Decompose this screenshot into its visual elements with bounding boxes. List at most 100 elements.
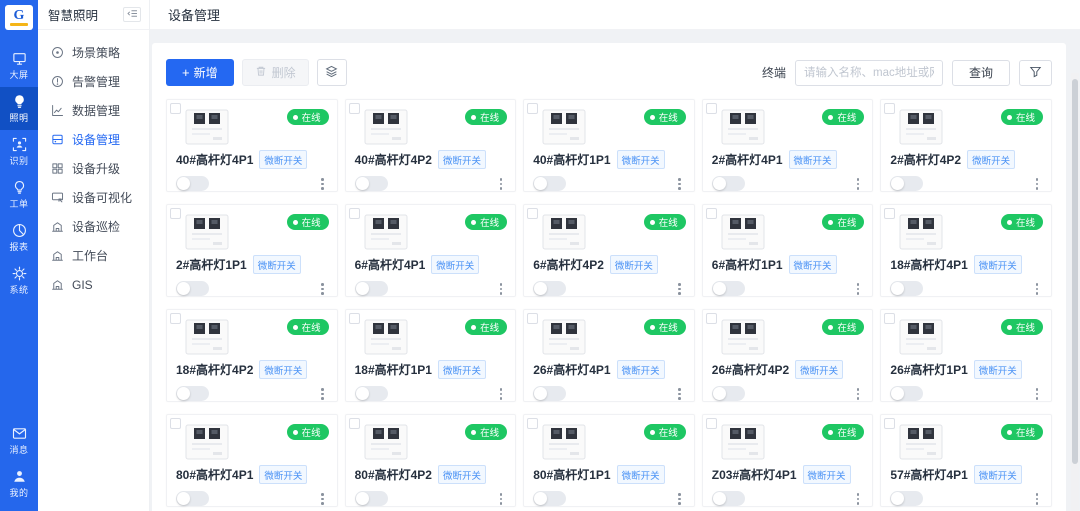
rail-item-消息[interactable]: 消息 xyxy=(0,419,38,462)
kebab-menu-icon[interactable] xyxy=(1032,281,1043,297)
kebab-menu-icon[interactable] xyxy=(1032,491,1043,507)
power-toggle[interactable] xyxy=(354,281,388,297)
card-checkbox[interactable] xyxy=(170,418,181,429)
card-checkbox[interactable] xyxy=(705,418,717,429)
card-checkbox[interactable] xyxy=(705,313,717,324)
rail-item-我的[interactable]: 我的 xyxy=(0,462,38,505)
card-checkbox[interactable] xyxy=(884,208,896,219)
device-type-tag[interactable]: 微断开关 xyxy=(252,255,301,274)
power-toggle[interactable] xyxy=(711,491,745,507)
kebab-menu-icon[interactable] xyxy=(1032,176,1043,192)
power-toggle[interactable] xyxy=(890,491,924,507)
card-checkbox[interactable] xyxy=(884,103,896,114)
card-checkbox[interactable] xyxy=(348,103,360,114)
rail-item-系统[interactable]: 系统 xyxy=(0,259,38,302)
kebab-menu-icon[interactable] xyxy=(853,491,864,507)
device-type-tag[interactable]: 微断开关 xyxy=(788,150,837,169)
sidebar-item-设备巡检[interactable]: 设备巡检 xyxy=(38,212,149,241)
kebab-menu-icon[interactable] xyxy=(674,176,685,192)
power-toggle[interactable] xyxy=(711,386,745,402)
device-type-tag[interactable]: 微断开关 xyxy=(259,465,308,484)
sidebar-item-数据管理[interactable]: 数据管理 xyxy=(38,96,149,125)
device-type-tag[interactable]: 微断开关 xyxy=(616,465,665,484)
collapse-sidebar-button[interactable] xyxy=(123,7,141,22)
card-checkbox[interactable] xyxy=(170,208,181,219)
rail-item-识别[interactable]: 识别 xyxy=(0,130,38,173)
sidebar-item-告警管理[interactable]: 告警管理 xyxy=(38,67,149,96)
card-checkbox[interactable] xyxy=(170,313,181,324)
device-type-tag[interactable]: 微断开关 xyxy=(973,255,1022,274)
kebab-menu-icon[interactable] xyxy=(317,386,328,402)
device-type-tag[interactable]: 微断开关 xyxy=(788,255,837,274)
kebab-menu-icon[interactable] xyxy=(496,491,507,507)
card-checkbox[interactable] xyxy=(527,103,539,114)
card-checkbox[interactable] xyxy=(884,313,896,324)
power-toggle[interactable] xyxy=(890,386,924,402)
kebab-menu-icon[interactable] xyxy=(853,386,864,402)
sidebar-item-GIS[interactable]: GIS xyxy=(38,270,149,299)
rail-item-工单[interactable]: 工单 xyxy=(0,173,38,216)
power-toggle[interactable] xyxy=(176,176,209,192)
device-type-tag[interactable]: 微断开关 xyxy=(259,360,308,379)
filter-button[interactable] xyxy=(1019,59,1052,86)
device-type-tag[interactable]: 微断开关 xyxy=(973,465,1022,484)
device-type-tag[interactable]: 微断开关 xyxy=(967,150,1016,169)
power-toggle[interactable] xyxy=(176,491,209,507)
device-type-tag[interactable]: 微断开关 xyxy=(259,150,308,169)
card-checkbox[interactable] xyxy=(170,103,181,114)
power-toggle[interactable] xyxy=(711,281,745,297)
sidebar-item-设备管理[interactable]: 设备管理 xyxy=(38,125,149,154)
power-toggle[interactable] xyxy=(533,491,567,507)
card-checkbox[interactable] xyxy=(348,313,360,324)
device-type-tag[interactable]: 微断开关 xyxy=(616,360,665,379)
card-checkbox[interactable] xyxy=(705,103,717,114)
layers-button[interactable] xyxy=(316,59,347,86)
power-toggle[interactable] xyxy=(354,491,388,507)
kebab-menu-icon[interactable] xyxy=(674,281,685,297)
card-checkbox[interactable] xyxy=(705,208,717,219)
card-checkbox[interactable] xyxy=(884,418,896,429)
device-type-tag[interactable]: 微断开关 xyxy=(973,360,1022,379)
kebab-menu-icon[interactable] xyxy=(496,386,507,402)
kebab-menu-icon[interactable] xyxy=(317,176,328,192)
search-input[interactable] xyxy=(794,59,943,86)
card-checkbox[interactable] xyxy=(527,418,539,429)
device-type-tag[interactable]: 微断开关 xyxy=(437,150,486,169)
device-type-tag[interactable]: 微断开关 xyxy=(609,255,658,274)
sidebar-item-设备升级[interactable]: 设备升级 xyxy=(38,154,149,183)
kebab-menu-icon[interactable] xyxy=(496,281,507,297)
rail-item-大屏[interactable]: 大屏 xyxy=(0,44,38,87)
kebab-menu-icon[interactable] xyxy=(853,176,864,192)
sidebar-item-场景策略[interactable]: 场景策略 xyxy=(38,38,149,67)
power-toggle[interactable] xyxy=(533,176,567,192)
kebab-menu-icon[interactable] xyxy=(674,386,685,402)
power-toggle[interactable] xyxy=(890,281,924,297)
vertical-scrollbar[interactable] xyxy=(1071,73,1079,511)
kebab-menu-icon[interactable] xyxy=(317,281,328,297)
power-toggle[interactable] xyxy=(533,386,567,402)
kebab-menu-icon[interactable] xyxy=(1032,386,1043,402)
power-toggle[interactable] xyxy=(533,281,567,297)
kebab-menu-icon[interactable] xyxy=(853,281,864,297)
device-type-tag[interactable]: 微断开关 xyxy=(616,150,665,169)
device-type-tag[interactable]: 微断开关 xyxy=(795,360,844,379)
device-type-tag[interactable]: 微断开关 xyxy=(437,360,486,379)
brand-logo[interactable]: G xyxy=(5,5,33,30)
device-type-tag[interactable]: 微断开关 xyxy=(431,255,480,274)
card-checkbox[interactable] xyxy=(527,208,539,219)
power-toggle[interactable] xyxy=(354,386,388,402)
power-toggle[interactable] xyxy=(890,176,924,192)
sidebar-item-设备可视化[interactable]: 设备可视化 xyxy=(38,183,149,212)
add-button[interactable]: 新增 xyxy=(166,59,234,86)
rail-item-报表[interactable]: 报表 xyxy=(0,216,38,259)
kebab-menu-icon[interactable] xyxy=(496,176,507,192)
card-checkbox[interactable] xyxy=(527,313,539,324)
device-type-tag[interactable]: 微断开关 xyxy=(437,465,486,484)
query-button[interactable]: 查询 xyxy=(951,59,1010,86)
card-checkbox[interactable] xyxy=(348,418,360,429)
kebab-menu-icon[interactable] xyxy=(674,491,685,507)
power-toggle[interactable] xyxy=(354,176,388,192)
power-toggle[interactable] xyxy=(711,176,745,192)
power-toggle[interactable] xyxy=(176,281,209,297)
power-toggle[interactable] xyxy=(176,386,209,402)
